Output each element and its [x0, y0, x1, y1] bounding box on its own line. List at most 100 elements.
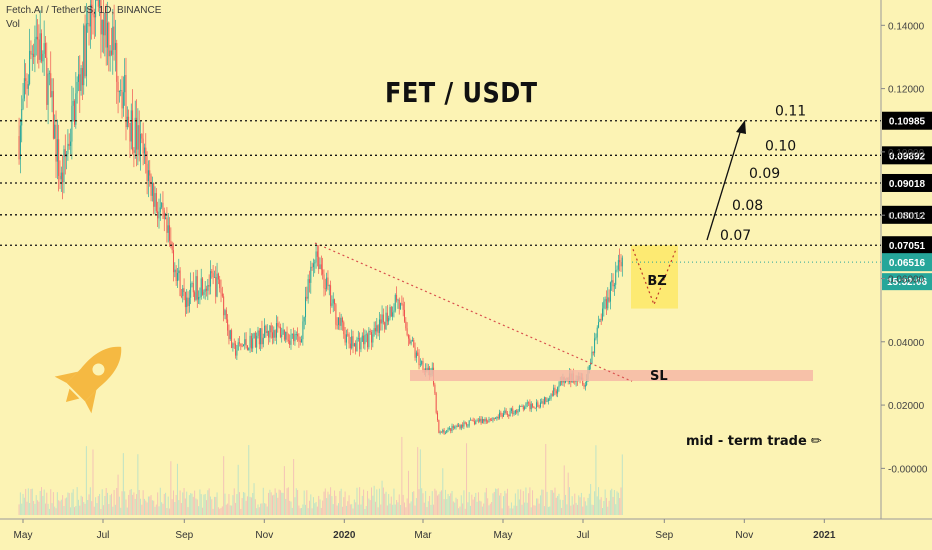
volume-bar [602, 507, 604, 515]
volume-bar [134, 498, 136, 515]
x-tick-label: 2021 [813, 530, 836, 541]
volume-bar [553, 492, 555, 515]
volume-bar [554, 487, 556, 515]
volume-bar [246, 496, 248, 515]
volume-bar [171, 499, 173, 515]
candle-body [215, 277, 217, 297]
volume-bar [331, 496, 333, 515]
volume-bar [277, 497, 279, 515]
volume-bar [414, 505, 416, 515]
volume-bar [51, 503, 53, 515]
volume-bar [305, 504, 307, 515]
candle-body [147, 170, 149, 181]
candle-body [248, 347, 250, 351]
volume-bar [176, 463, 178, 515]
volume-bar [359, 487, 361, 515]
volume-bar [324, 488, 326, 515]
candle-body [51, 91, 53, 98]
candle-body [180, 295, 182, 297]
volume-bar [530, 507, 532, 515]
volume-bar [592, 504, 594, 515]
volume-bar [149, 496, 151, 515]
candle-body [557, 387, 559, 394]
volume-bar [93, 506, 95, 515]
candle-body [605, 299, 607, 309]
volume-bar [499, 495, 501, 515]
volume-bar [79, 505, 81, 515]
volume-bar [71, 492, 73, 515]
x-tick-label: 2020 [333, 530, 356, 541]
candle-body [464, 422, 466, 424]
time-axis[interactable]: May Jul Sep Nov 2020 Mar May Jul Sep Nov 2021 [14, 519, 836, 541]
candle-body [192, 283, 194, 293]
volume-bar [232, 495, 234, 515]
candle-body [208, 285, 210, 287]
candle-body [289, 340, 291, 345]
price-axis[interactable]: 0.14000 0.12000 0.10000 0.08000 0.06000 0.040… [881, 21, 928, 475]
volume-bar [425, 491, 427, 515]
volume-bar [120, 507, 122, 515]
volume-bar [363, 489, 365, 515]
volume-bar [26, 501, 28, 515]
volume-bar [194, 490, 196, 515]
candle-body [508, 414, 510, 417]
candle-body [559, 381, 561, 386]
volume-bar [315, 501, 317, 515]
volume-bar [351, 504, 353, 515]
volume-bar [513, 505, 515, 515]
volume-bar [611, 488, 613, 515]
volume-bar [91, 501, 93, 515]
volume-bar [487, 498, 489, 515]
candle-body [374, 328, 376, 332]
volume-bar [114, 504, 116, 515]
volume-bar [448, 496, 450, 515]
candle-body [84, 25, 86, 77]
candle-body [331, 303, 333, 306]
volume-bar [184, 498, 186, 515]
volume-bars [18, 436, 623, 515]
volume-bar [43, 489, 45, 515]
volume-bar [580, 492, 582, 515]
candle-body [138, 125, 140, 156]
candle-body [451, 425, 453, 432]
volume-bar [365, 506, 367, 515]
candle-body [518, 406, 520, 411]
volume-bar [421, 488, 423, 515]
candle-body [504, 410, 506, 414]
chart-header: Fetch.AI / TetherUS, 1D, BINANCE Vol [6, 4, 161, 32]
candle-body [99, 0, 101, 7]
volume-bar [56, 492, 58, 515]
candle-body [372, 334, 374, 343]
candle-body [105, 12, 107, 48]
volume-bar [437, 495, 439, 515]
candle-body [594, 338, 596, 354]
volume-bar [484, 492, 486, 515]
trade-note: mid - term trade ✏ [686, 434, 822, 449]
volume-bar [159, 487, 161, 515]
candle-body [114, 43, 116, 50]
candle-body [71, 105, 73, 142]
candle-body [158, 211, 160, 219]
volume-bar [332, 504, 334, 515]
candle-body [454, 427, 456, 429]
candle-body [161, 202, 163, 208]
volume-bar [275, 492, 277, 515]
candle-body [381, 314, 383, 324]
candle-body [41, 33, 43, 62]
volume-bar [215, 496, 217, 515]
candle-body [446, 430, 448, 433]
volume-bar [306, 490, 308, 515]
y-tick-label: 0.12000 [888, 85, 925, 96]
volume-bar [279, 490, 281, 515]
candle-body [195, 276, 197, 300]
volume-bar [137, 454, 139, 515]
volume-bar [150, 495, 152, 515]
candle-body [512, 408, 514, 415]
volume-bar [191, 493, 193, 515]
candle-body [285, 331, 287, 340]
candle-body [44, 43, 46, 58]
candle-body [488, 419, 490, 423]
candle-body [330, 285, 332, 306]
volume-bar [121, 491, 123, 515]
